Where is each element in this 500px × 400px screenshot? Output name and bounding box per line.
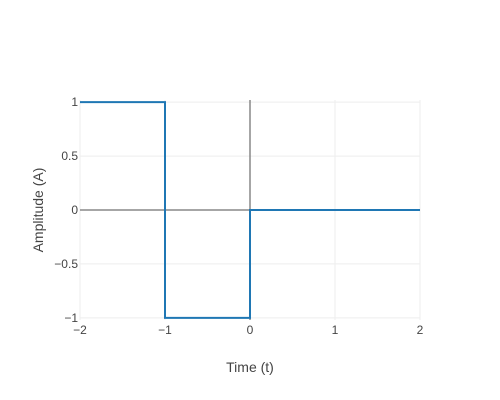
x-tick-label: −2 xyxy=(73,323,87,337)
x-tick-label: −1 xyxy=(158,323,172,337)
x-tick-label: 0 xyxy=(247,323,254,337)
y-tick-label: −0.5 xyxy=(54,257,78,271)
x-tick-label: 2 xyxy=(417,323,424,337)
y-axis-title: Amplitude (A) xyxy=(30,168,46,253)
y-tick-label: 0.5 xyxy=(61,149,78,163)
x-tick-labels: −2 −1 0 1 2 xyxy=(73,323,424,337)
y-tick-label: 1 xyxy=(71,95,78,109)
series-line xyxy=(80,101,420,319)
x-tick-label: 1 xyxy=(332,323,339,337)
y-tick-label: −1 xyxy=(64,311,78,325)
series-layer xyxy=(80,101,420,319)
y-tick-labels: −1 −0.5 0 0.5 1 xyxy=(54,95,78,325)
x-axis-title: Time (t) xyxy=(226,359,274,375)
y-tick-label: 0 xyxy=(71,203,78,217)
